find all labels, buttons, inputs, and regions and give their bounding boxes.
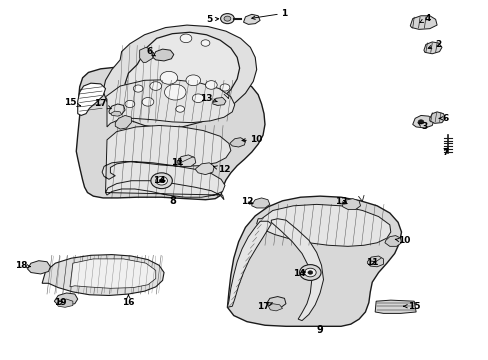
Polygon shape bbox=[423, 42, 441, 54]
Text: 15: 15 bbox=[63, 98, 81, 107]
Text: 12: 12 bbox=[213, 165, 230, 174]
Text: 15: 15 bbox=[403, 302, 420, 311]
Polygon shape bbox=[42, 255, 163, 296]
Polygon shape bbox=[177, 155, 195, 166]
Circle shape bbox=[220, 14, 234, 24]
Polygon shape bbox=[429, 112, 445, 123]
Circle shape bbox=[164, 84, 185, 100]
Polygon shape bbox=[366, 256, 383, 267]
Circle shape bbox=[180, 34, 191, 42]
Polygon shape bbox=[412, 116, 433, 128]
Polygon shape bbox=[256, 204, 390, 246]
Circle shape bbox=[156, 176, 167, 185]
Circle shape bbox=[133, 85, 143, 92]
Text: 12: 12 bbox=[240, 197, 253, 206]
Text: 17: 17 bbox=[94, 99, 111, 109]
Circle shape bbox=[304, 268, 316, 277]
Text: 17: 17 bbox=[256, 302, 272, 311]
Polygon shape bbox=[140, 47, 153, 62]
Polygon shape bbox=[243, 14, 260, 24]
Polygon shape bbox=[251, 198, 269, 208]
Polygon shape bbox=[76, 65, 264, 200]
Circle shape bbox=[224, 16, 230, 21]
Polygon shape bbox=[229, 138, 245, 147]
Polygon shape bbox=[266, 297, 285, 307]
Polygon shape bbox=[70, 259, 156, 288]
Text: 14: 14 bbox=[292, 269, 305, 278]
Text: 11: 11 bbox=[171, 158, 183, 167]
Polygon shape bbox=[125, 32, 239, 116]
Text: 16: 16 bbox=[122, 295, 134, 307]
Circle shape bbox=[213, 99, 222, 105]
Circle shape bbox=[175, 106, 184, 112]
Polygon shape bbox=[374, 300, 415, 314]
Circle shape bbox=[205, 81, 217, 89]
Polygon shape bbox=[227, 196, 401, 326]
Polygon shape bbox=[111, 111, 122, 116]
Circle shape bbox=[307, 271, 312, 274]
Text: 13: 13 bbox=[334, 197, 346, 206]
Polygon shape bbox=[27, 261, 50, 274]
Polygon shape bbox=[105, 80, 234, 127]
Text: 3: 3 bbox=[417, 122, 427, 131]
Polygon shape bbox=[54, 293, 78, 306]
Polygon shape bbox=[78, 83, 105, 116]
Polygon shape bbox=[212, 98, 225, 105]
Text: 6: 6 bbox=[438, 114, 447, 123]
Polygon shape bbox=[115, 116, 131, 129]
Polygon shape bbox=[153, 49, 173, 61]
Circle shape bbox=[192, 94, 203, 103]
Circle shape bbox=[201, 40, 209, 46]
Polygon shape bbox=[103, 25, 256, 128]
Text: 7: 7 bbox=[441, 148, 447, 157]
Polygon shape bbox=[227, 221, 271, 307]
Circle shape bbox=[220, 84, 229, 91]
Circle shape bbox=[417, 120, 423, 124]
Circle shape bbox=[299, 265, 321, 280]
Text: 13: 13 bbox=[200, 94, 217, 103]
Text: 6: 6 bbox=[146, 47, 155, 56]
Text: 2: 2 bbox=[427, 40, 441, 49]
Circle shape bbox=[185, 75, 200, 86]
Polygon shape bbox=[102, 126, 230, 200]
Circle shape bbox=[159, 179, 163, 183]
Polygon shape bbox=[195, 163, 214, 175]
Circle shape bbox=[142, 98, 154, 106]
Polygon shape bbox=[384, 235, 401, 246]
Text: 1: 1 bbox=[251, 9, 287, 19]
Text: 5: 5 bbox=[206, 15, 218, 24]
Text: 18: 18 bbox=[15, 261, 30, 270]
Text: 14: 14 bbox=[153, 176, 165, 185]
Circle shape bbox=[150, 82, 161, 90]
Text: 4: 4 bbox=[419, 14, 429, 23]
Text: 8: 8 bbox=[168, 196, 175, 206]
Circle shape bbox=[125, 100, 135, 108]
Circle shape bbox=[151, 173, 172, 189]
Text: 10: 10 bbox=[242, 135, 263, 144]
Polygon shape bbox=[57, 299, 73, 307]
Polygon shape bbox=[341, 199, 360, 210]
Text: 10: 10 bbox=[394, 237, 410, 246]
Polygon shape bbox=[109, 104, 125, 116]
Polygon shape bbox=[271, 219, 323, 320]
Polygon shape bbox=[409, 16, 436, 30]
Text: 9: 9 bbox=[316, 325, 323, 335]
Polygon shape bbox=[268, 304, 282, 311]
Circle shape bbox=[160, 71, 177, 84]
Text: 11: 11 bbox=[365, 258, 378, 267]
Text: 19: 19 bbox=[54, 298, 66, 307]
